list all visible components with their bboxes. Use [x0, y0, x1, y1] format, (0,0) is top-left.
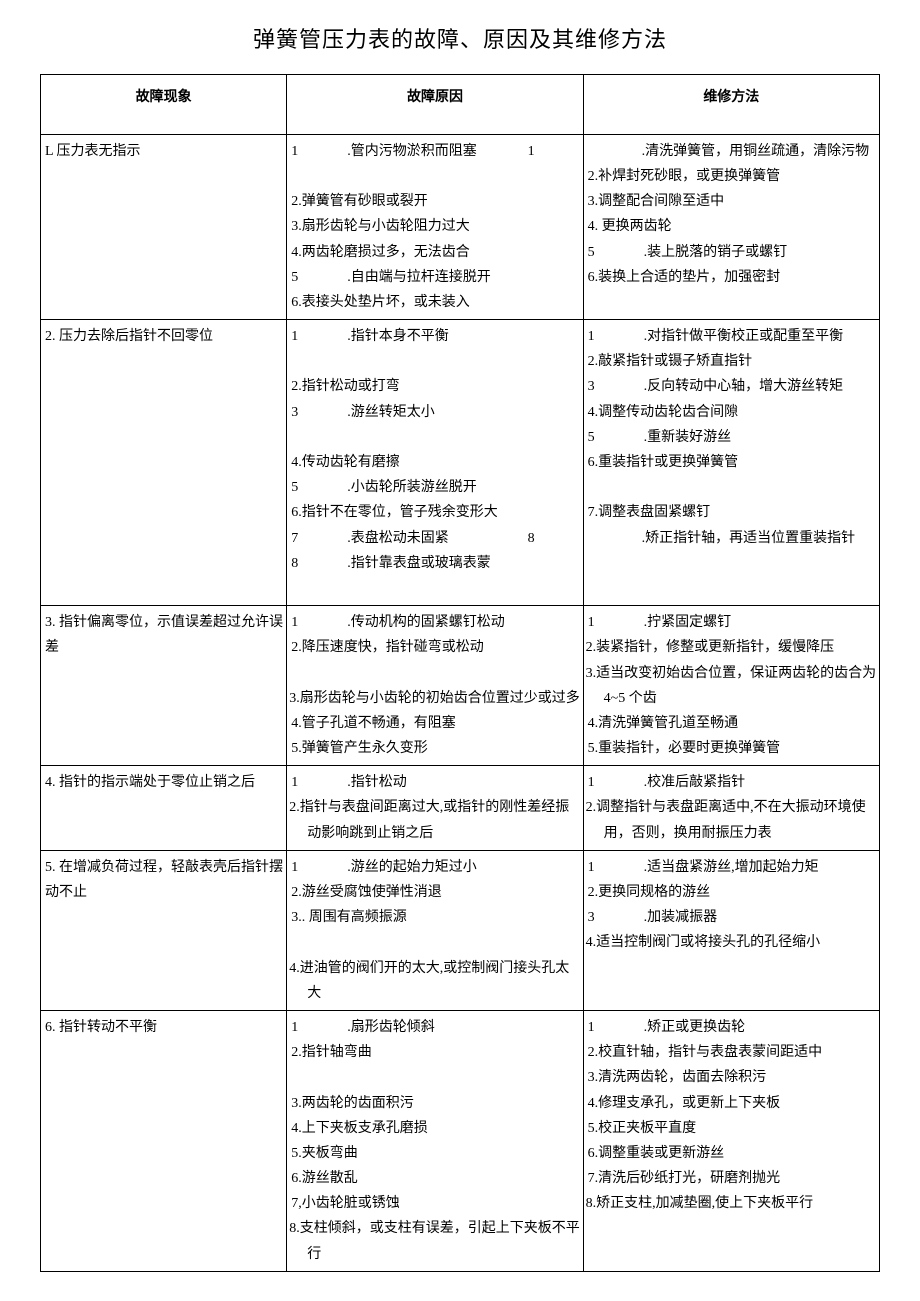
cell-fix: 1.对指针做平衡校正或配重至平衡2.敲紧指针或镊子矫直指针3.反向转动中心轴，增…	[583, 320, 879, 606]
cell-fix: 1.校准后敲紧指针2.调整指针与表盘距离适中,不在大振动环境使用，否则，换用耐振…	[583, 766, 879, 851]
list-item: 4.管子孔道不畅通，有阻塞	[289, 711, 580, 736]
list-item: 2.指针与表盘间距离过大,或指针的刚性差经振动影响跳到止销之后	[289, 795, 580, 845]
list-item: 4.修理支承孔，或更新上下夹板	[586, 1091, 877, 1116]
list-item: 7.调整表盘固紧螺钉	[586, 500, 877, 525]
list-item: 5.弹簧管产生永久变形	[289, 736, 580, 761]
table-header-row: 故障现象 故障原因 维修方法	[41, 74, 880, 134]
col-header-cause: 故障原因	[287, 74, 583, 134]
cell-fix: 1.清洗弹簧管，用铜丝疏通，清除污物2.补焊封死砂眼，或更换弹簧管3.调整配合间…	[583, 134, 879, 319]
list-item: 5.重装指针，必要时更换弹簧管	[586, 736, 877, 761]
list-item: 6.指针不在零位，管子残余变形大	[289, 500, 580, 525]
cell-cause: 1.扇形齿轮倾斜2.指针轴弯曲 3.两齿轮的齿面积污4.上下夹板支承孔磨损5.夹板…	[287, 1010, 583, 1271]
list-item: 6.表接头处垫片坏，或未装入	[289, 290, 580, 315]
list-item: 8.支柱倾斜，或支柱有误差，引起上下夹板不平行	[289, 1216, 580, 1266]
list-item: 4.清洗弹簧管孔道至畅通	[586, 711, 877, 736]
cell-symptom: 3. 指针偏离零位，示值误差超过允许误差	[41, 606, 287, 766]
list-item: 4.两齿轮磨损过多，无法齿合	[289, 240, 580, 265]
table-row: 6. 指针转动不平衡1.扇形齿轮倾斜2.指针轴弯曲 3.两齿轮的齿面积污4.上下夹…	[41, 1010, 880, 1271]
cell-fix: 1.矫正或更换齿轮2.校直针轴，指针与表盘表蒙间距适中3.清洗两齿轮，齿面去除积…	[583, 1010, 879, 1271]
list-item: 1.适当盘紧游丝,增加起始力矩	[586, 855, 877, 880]
table-row: 5. 在增减负荷过程，轻敲表壳后指针摆动不止1.游丝的起始力矩过小2.游丝受腐蚀…	[41, 850, 880, 1010]
table-row: 2. 压力去除后指针不回零位1.指针本身不平衡 2.指针松动或打弯3.游丝转矩太小…	[41, 320, 880, 606]
cell-cause: 1.游丝的起始力矩过小2.游丝受腐蚀使弹性消退3.. 周围有高频振源 4.进油管的…	[287, 850, 583, 1010]
list-item: 4. 更换两齿轮	[586, 214, 877, 239]
list-item: 2.装紧指针，修整或更新指针，缓慢降压	[586, 635, 877, 660]
table-row: L 压力表无指示1.管内污物淤积而阻塞 2.弹簧管有砂眼或裂开3.扇形齿轮与小齿轮…	[41, 134, 880, 319]
list-item: 2.补焊封死砂眼，或更换弹簧管	[586, 164, 877, 189]
list-item: 3.. 周围有高频振源	[289, 905, 580, 930]
list-item: 3.扇形齿轮与小齿轮的初始齿合位置过少或过多	[289, 686, 580, 711]
list-item: 6.装换上合适的垫片，加强密封	[586, 265, 877, 290]
list-item: 4.适当控制阀门或将接头孔的孔径缩小	[586, 930, 877, 955]
list-item: 4.进油管的阀们开的太大,或控制阀门接头孔太大	[289, 956, 580, 1006]
list-item: 1.游丝的起始力矩过小	[289, 855, 580, 880]
list-item: 7.清洗后砂纸打光，研磨剂抛光	[586, 1166, 877, 1191]
list-item: 2.降压速度快，指针碰弯或松动	[289, 635, 580, 660]
cell-cause: 1.指针本身不平衡 2.指针松动或打弯3.游丝转矩太小 4.传动齿轮有磨擦5.小齿轮…	[287, 320, 583, 606]
list-item: 5.夹板弯曲	[289, 1141, 580, 1166]
list-item: 3.适当改变初始齿合位置，保证两齿轮的齿合为 4~5 个齿	[586, 661, 877, 711]
cell-cause: 1.管内污物淤积而阻塞 2.弹簧管有砂眼或裂开3.扇形齿轮与小齿轮阻力过大4.两齿…	[287, 134, 583, 319]
cell-fix: 1.拧紧固定螺钉2.装紧指针，修整或更新指针，缓慢降压3.适当改变初始齿合位置，…	[583, 606, 879, 766]
list-item: 5.自由端与拉杆连接脱开	[289, 265, 580, 290]
cell-fix: 1.适当盘紧游丝,增加起始力矩2.更换同规格的游丝3.加装减振器4.适当控制阀门…	[583, 850, 879, 1010]
list-item: 3.调整配合间隙至适中	[586, 189, 877, 214]
list-item: 6.游丝散乱	[289, 1166, 580, 1191]
cell-cause: 1.传动机构的固紧螺钉松动2.降压速度快，指针碰弯或松动 3.扇形齿轮与小齿轮的初…	[287, 606, 583, 766]
list-item: 4.调整传动齿轮齿合间隙	[586, 400, 877, 425]
list-item: 8.指针靠表盘或玻璃表蒙	[289, 551, 580, 576]
cell-symptom: L 压力表无指示	[41, 134, 287, 319]
list-item: 3.游丝转矩太小	[289, 400, 580, 425]
list-item: 1.拧紧固定螺钉	[586, 610, 877, 635]
list-item: 1.矫正或更换齿轮	[586, 1015, 877, 1040]
table-row: 3. 指针偏离零位，示值误差超过允许误差1.传动机构的固紧螺钉松动2.降压速度快…	[41, 606, 880, 766]
list-item: 3.两齿轮的齿面积污	[289, 1091, 580, 1116]
list-item: 2.游丝受腐蚀使弹性消退	[289, 880, 580, 905]
fault-table: 故障现象 故障原因 维修方法 L 压力表无指示1.管内污物淤积而阻塞 2.弹簧管有…	[40, 74, 880, 1272]
list-item: 3.扇形齿轮与小齿轮阻力过大	[289, 214, 580, 239]
col-header-symptom: 故障现象	[41, 74, 287, 134]
list-item: 2.调整指针与表盘距离适中,不在大振动环境使用，否则，换用耐振压力表	[586, 795, 877, 845]
list-item: 6.调整重装或更新游丝	[586, 1141, 877, 1166]
list-item: 3.清洗两齿轮，齿面去除积污	[586, 1065, 877, 1090]
cell-cause: 1.指针松动2.指针与表盘间距离过大,或指针的刚性差经振动影响跳到止销之后	[287, 766, 583, 851]
list-item: 8.矫正指针轴，再适当位置重装指针	[586, 526, 877, 551]
list-item: 7.表盘松动未固紧	[289, 526, 580, 551]
list-item: 1.传动机构的固紧螺钉松动	[289, 610, 580, 635]
list-item: 2.敲紧指针或镊子矫直指针	[586, 349, 877, 374]
list-item: 8.矫正支柱,加减垫圈,使上下夹板平行	[586, 1191, 877, 1216]
list-item: 2.校直针轴，指针与表盘表蒙间距适中	[586, 1040, 877, 1065]
list-item: 1.校准后敲紧指针	[586, 770, 877, 795]
cell-symptom: 5. 在增减负荷过程，轻敲表壳后指针摆动不止	[41, 850, 287, 1010]
list-item: 5.重新装好游丝	[586, 425, 877, 450]
list-item: 1.扇形齿轮倾斜	[289, 1015, 580, 1040]
cell-symptom: 6. 指针转动不平衡	[41, 1010, 287, 1271]
list-item: 1.清洗弹簧管，用铜丝疏通，清除污物	[586, 139, 877, 164]
list-item: 1.对指针做平衡校正或配重至平衡	[586, 324, 877, 349]
list-item: 5.小齿轮所装游丝脱开	[289, 475, 580, 500]
list-item: 2.指针松动或打弯	[289, 374, 580, 399]
list-item: 4.上下夹板支承孔磨损	[289, 1116, 580, 1141]
table-row: 4. 指针的指示端处于零位止销之后1.指针松动2.指针与表盘间距离过大,或指针的…	[41, 766, 880, 851]
page-title: 弹簧管压力表的故障、原因及其维修方法	[40, 20, 880, 60]
list-item: 3.加装减振器	[586, 905, 877, 930]
col-header-fix: 维修方法	[583, 74, 879, 134]
list-item: 2.弹簧管有砂眼或裂开	[289, 189, 580, 214]
list-item: 1.管内污物淤积而阻塞	[289, 139, 580, 164]
cell-symptom: 2. 压力去除后指针不回零位	[41, 320, 287, 606]
list-item: 6.重装指针或更换弹簧管	[586, 450, 877, 475]
list-item: 1.指针松动	[289, 770, 580, 795]
list-item: 1.指针本身不平衡	[289, 324, 580, 349]
list-item: 3.反向转动中心轴，增大游丝转矩	[586, 374, 877, 399]
list-item: 7,小齿轮脏或锈蚀	[289, 1191, 580, 1216]
list-item: 5.装上脱落的销子或螺钉	[586, 240, 877, 265]
list-item: 2.更换同规格的游丝	[586, 880, 877, 905]
list-item: 4.传动齿轮有磨擦	[289, 450, 580, 475]
cell-symptom: 4. 指针的指示端处于零位止销之后	[41, 766, 287, 851]
list-item: 5.校正夹板平直度	[586, 1116, 877, 1141]
list-item: 2.指针轴弯曲	[289, 1040, 580, 1065]
